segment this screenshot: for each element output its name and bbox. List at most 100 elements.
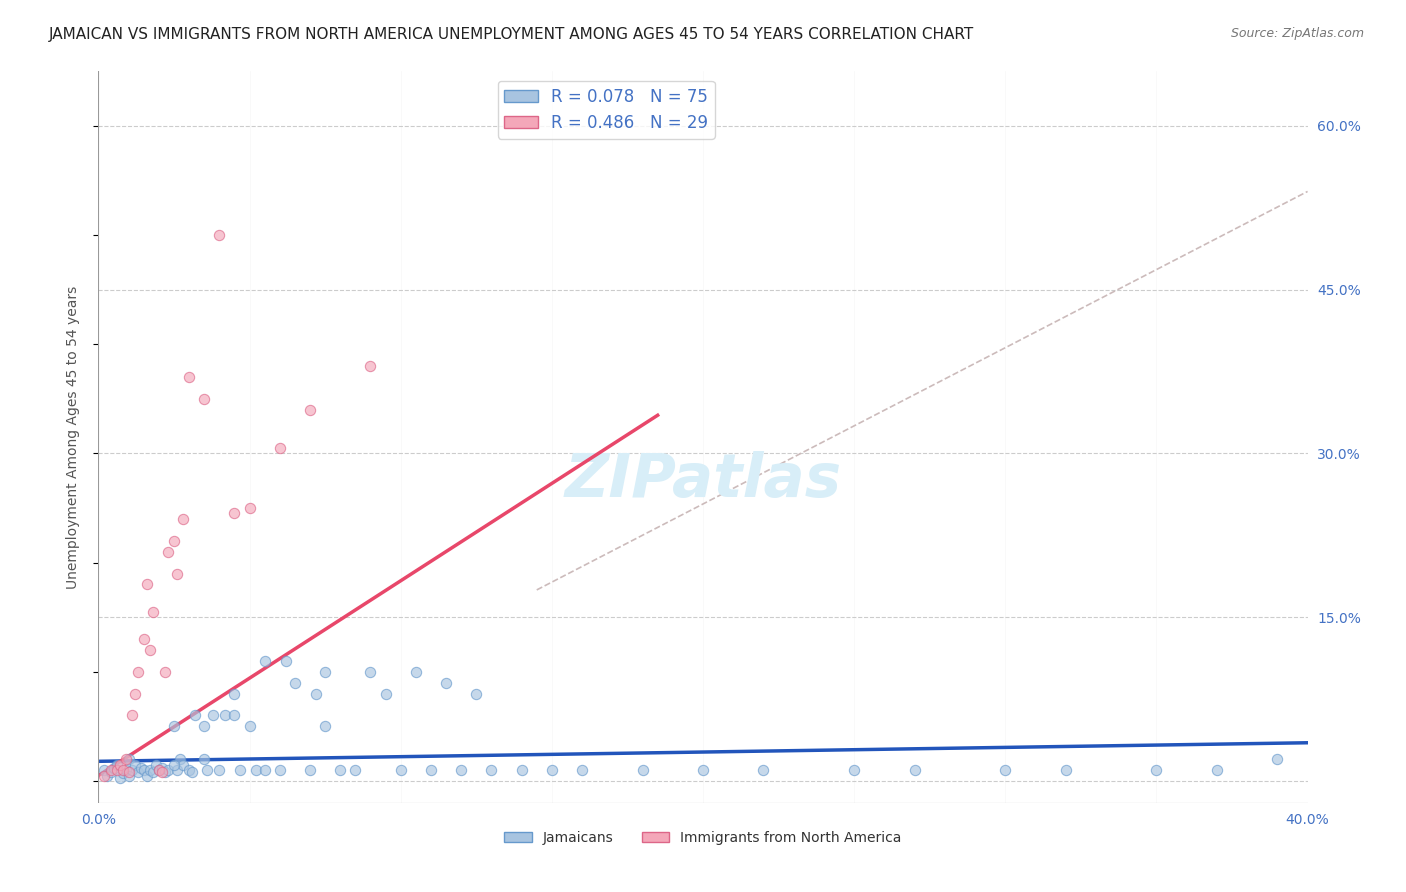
Point [904, 763, 927, 777]
Point [193, 752, 215, 766]
Point [103, 761, 125, 775]
Point [172, 757, 194, 772]
Point [148, 763, 170, 777]
Point [540, 763, 562, 777]
Point [96, 768, 118, 782]
Point [105, 763, 128, 777]
Point [344, 763, 367, 777]
Point [202, 708, 225, 723]
Point [1054, 763, 1077, 777]
Point [139, 763, 162, 777]
Point [571, 763, 593, 777]
Point [169, 752, 191, 766]
Point [127, 665, 149, 679]
Point [752, 763, 775, 777]
Point [253, 654, 276, 668]
Point [105, 757, 128, 772]
Point [631, 763, 654, 777]
Point [132, 763, 155, 777]
Point [148, 763, 170, 777]
Point [163, 719, 186, 733]
Point [118, 752, 141, 766]
Text: ZIPatlas: ZIPatlas [564, 451, 842, 510]
Point [239, 501, 262, 516]
Point [142, 765, 165, 780]
Point [224, 507, 246, 521]
Point [208, 763, 231, 777]
Point [269, 763, 291, 777]
Point [121, 708, 143, 723]
Point [139, 643, 162, 657]
Point [93, 763, 115, 777]
Point [111, 766, 134, 780]
Point [1144, 763, 1167, 777]
Point [156, 763, 179, 777]
Point [135, 577, 157, 591]
Point [166, 566, 188, 581]
Point [108, 757, 131, 772]
Point [510, 763, 533, 777]
Point [118, 765, 141, 780]
Legend: Jamaicans, Immigrants from North America: Jamaicans, Immigrants from North America [499, 826, 907, 851]
Y-axis label: Unemployment Among Ages 45 to 54 years: Unemployment Among Ages 45 to 54 years [66, 285, 80, 589]
Point [844, 763, 866, 777]
Text: JAMAICAN VS IMMIGRANTS FROM NORTH AMERICA UNEMPLOYMENT AMONG AGES 45 TO 54 YEARS: JAMAICAN VS IMMIGRANTS FROM NORTH AMERIC… [49, 27, 974, 42]
Point [132, 632, 155, 646]
Point [135, 768, 157, 782]
Point [224, 687, 246, 701]
Point [195, 763, 218, 777]
Point [163, 533, 186, 548]
Point [360, 665, 382, 679]
Point [214, 708, 236, 723]
Point [145, 757, 167, 772]
Point [100, 763, 122, 777]
Point [184, 708, 207, 723]
Point [374, 687, 396, 701]
Point [127, 765, 149, 780]
Point [305, 687, 328, 701]
Point [114, 763, 136, 777]
Point [1206, 763, 1229, 777]
Point [274, 654, 297, 668]
Point [179, 763, 201, 777]
Point [229, 763, 252, 777]
Point [224, 708, 246, 723]
Point [114, 752, 136, 766]
Point [329, 763, 352, 777]
Point [121, 763, 143, 777]
Point [124, 757, 146, 772]
Point [299, 763, 322, 777]
Point [245, 763, 267, 777]
Point [434, 675, 457, 690]
Point [405, 665, 427, 679]
Point [389, 763, 412, 777]
Point [108, 771, 131, 785]
Point [299, 402, 322, 417]
Point [181, 765, 204, 780]
Point [253, 763, 276, 777]
Point [465, 687, 488, 701]
Point [208, 228, 231, 243]
Point [269, 441, 291, 455]
Point [692, 763, 714, 777]
Point [124, 687, 146, 701]
Point [172, 512, 194, 526]
Point [153, 765, 176, 780]
Point [111, 763, 134, 777]
Point [166, 763, 188, 777]
Point [163, 757, 186, 772]
Point [100, 765, 122, 780]
Point [239, 719, 262, 733]
Text: Source: ZipAtlas.com: Source: ZipAtlas.com [1230, 27, 1364, 40]
Point [150, 761, 173, 775]
Point [193, 719, 215, 733]
Point [150, 765, 173, 780]
Point [994, 763, 1017, 777]
Point [93, 768, 115, 782]
Point [314, 719, 336, 733]
Point [156, 545, 179, 559]
Point [1267, 752, 1289, 766]
Point [179, 370, 201, 384]
Point [153, 665, 176, 679]
Point [360, 359, 382, 373]
